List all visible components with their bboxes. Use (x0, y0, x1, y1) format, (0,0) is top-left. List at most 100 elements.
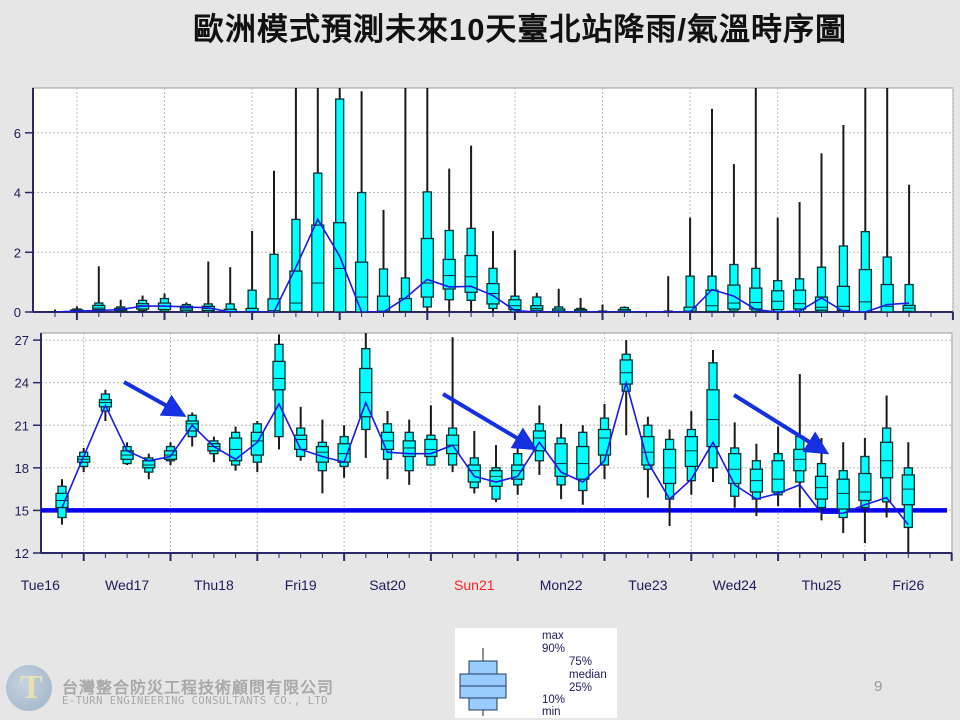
box-whisker (597, 403, 612, 480)
legend-median: median (569, 669, 607, 681)
box-p25-p75 (267, 298, 281, 312)
y-tick-label: 27 (15, 333, 29, 348)
box-p25-p75 (311, 224, 325, 312)
box-whisker (359, 333, 373, 458)
temperature-chart: 12 15 18 21 24 27 Tue16 Wed17 Thu18 Fri19 Sat20 Sun… (15, 332, 953, 593)
y-tick-label: 21 (15, 418, 29, 433)
box-whisker (705, 108, 719, 312)
box-whisker (749, 88, 763, 312)
box-p25-p75 (467, 464, 481, 483)
box-p10-p90 (225, 303, 235, 312)
box-p10-p90 (335, 98, 345, 312)
y-tick-label: 6 (14, 126, 21, 141)
box-whisker (728, 422, 742, 508)
trend-arrow (732, 393, 830, 455)
trend-arrow (123, 380, 187, 417)
box-p25-p75 (880, 283, 894, 312)
box-p25-p75 (142, 460, 156, 469)
box-whisker (858, 438, 872, 544)
box-whisker (163, 442, 178, 465)
box-whisker (442, 168, 456, 312)
precipitation-chart: 0 2 4 6 (14, 87, 954, 320)
company-name-zh: 台灣整合防災工程技術顧問有限公司 (62, 680, 335, 697)
box-p25-p75 (402, 440, 416, 458)
box-whisker (508, 250, 522, 312)
box-p25-p75 (684, 435, 698, 468)
box-p25-p75 (793, 448, 807, 472)
company-name-en: E-TURN ENGINEERING CONSULTANTS CO., LTD (62, 695, 329, 707)
box-whisker (333, 88, 347, 312)
box-p25-p75 (489, 470, 503, 487)
box-whisker (228, 426, 243, 471)
box-whisker (706, 350, 720, 483)
box-whisker (380, 411, 395, 480)
y-tick-label: 0 (14, 305, 21, 320)
box-whisker (836, 442, 850, 534)
box-whisker (749, 443, 764, 517)
box-whisker (619, 340, 633, 436)
day-label: Thu25 (802, 577, 842, 593)
box-p10-p90 (685, 275, 695, 312)
box-whisker (489, 445, 503, 502)
box-p10-p90 (904, 283, 914, 312)
box-whisker (376, 209, 391, 312)
box-whisker (552, 288, 566, 312)
day-label: Sat20 (369, 577, 406, 593)
box-p10-p90 (378, 268, 389, 312)
trend-arrows (123, 380, 830, 455)
y-tick-label: 2 (14, 245, 21, 260)
box-p25-p75 (420, 237, 434, 298)
legend-p25: 25% (569, 682, 593, 694)
y-tick-label: 4 (14, 186, 21, 201)
slide-title: 歐洲模式預測未來10天臺北站降雨/氣溫時序圖 (192, 12, 848, 47)
box-p25-p75 (597, 428, 612, 456)
box-whisker (901, 442, 915, 553)
box-whisker (486, 231, 500, 312)
y-tick-label: 18 (15, 461, 29, 476)
trend-arrow (441, 392, 538, 451)
box-whisker (554, 423, 568, 500)
boxplot-legend: max 90% 75% median 25% 10% min (455, 628, 617, 718)
box-whisker (662, 429, 677, 527)
box-whisker (617, 306, 632, 312)
box-p25-p75 (792, 289, 807, 310)
day-label: Sun21 (454, 577, 495, 593)
control-forecast-line (54, 217, 910, 312)
box-p25-p75 (879, 441, 894, 479)
box-whisker (267, 170, 281, 312)
box-p25-p75 (683, 306, 697, 312)
legend-p90: 90% (542, 643, 566, 655)
plot-area (40, 332, 953, 554)
day-label: Wed24 (713, 577, 757, 593)
box-p25-p75 (289, 270, 303, 312)
box-whisker (272, 334, 286, 450)
day-label: Fri26 (892, 577, 924, 593)
box-p25-p75 (272, 360, 286, 391)
box-whisker (337, 425, 351, 478)
box-p25-p75 (641, 435, 655, 466)
box-p25-p75 (836, 285, 851, 312)
box-whisker (530, 292, 544, 312)
legend-min: min (542, 706, 561, 718)
y-tick-label: 15 (15, 503, 29, 518)
day-label: Tue23 (628, 577, 667, 593)
box-p10-p90 (532, 296, 542, 312)
box-p25-p75 (576, 445, 590, 480)
box-p25-p75 (511, 464, 525, 480)
box-whisker (402, 419, 416, 485)
box-p25-p75 (333, 222, 347, 312)
legend-p75: 75% (569, 656, 593, 668)
day-label: Thu18 (194, 577, 234, 593)
plot-marks (48, 88, 916, 312)
box-whisker (142, 453, 156, 480)
box-whisker (77, 447, 91, 473)
box-p25-p75 (354, 261, 369, 312)
box-whisker (464, 145, 478, 312)
box-whisker (879, 395, 894, 518)
legend-max: max (542, 630, 564, 642)
box-whisker (354, 91, 369, 312)
box-whisker (771, 217, 785, 312)
box-p25-p75 (858, 472, 872, 502)
legend-box-icon (459, 648, 507, 716)
